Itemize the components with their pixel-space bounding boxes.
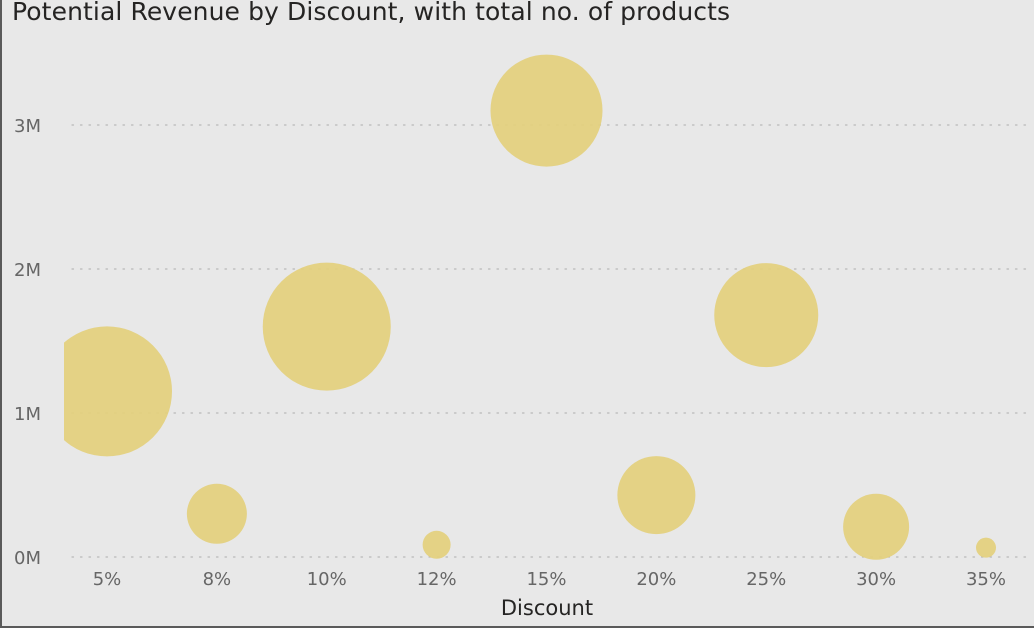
bubble bbox=[490, 54, 603, 167]
y-tick-label: 2M bbox=[14, 260, 41, 281]
y-axis: 0M 1M 2M 3M bbox=[14, 116, 41, 569]
bubbles bbox=[64, 54, 996, 560]
chart-title: Potential Revenue by Discount, with tota… bbox=[12, 0, 731, 26]
y-tick-label: 3M bbox=[14, 116, 41, 137]
x-tick-label: 30% bbox=[856, 569, 896, 590]
x-axis: 5% 8% 10% 12% 15% 20% 25% 30% 35% bbox=[93, 569, 1006, 590]
x-tick-label: 8% bbox=[203, 569, 232, 590]
x-tick-label: 5% bbox=[93, 569, 122, 590]
bubble bbox=[714, 263, 819, 368]
x-tick-label: 15% bbox=[526, 569, 566, 590]
bubble bbox=[976, 537, 996, 558]
x-tick-label: 35% bbox=[966, 569, 1006, 590]
x-tick-label: 25% bbox=[746, 569, 786, 590]
x-tick-label: 10% bbox=[307, 569, 347, 590]
y-tick-label: 0M bbox=[14, 548, 41, 569]
x-tick-label: 12% bbox=[417, 569, 457, 590]
bubble bbox=[186, 483, 247, 544]
bubble bbox=[262, 262, 391, 391]
x-axis-title: Discount bbox=[501, 596, 593, 620]
x-tick-label: 20% bbox=[636, 569, 676, 590]
bubble bbox=[843, 493, 910, 560]
bubble bbox=[64, 326, 172, 457]
bubble bbox=[422, 530, 451, 559]
y-tick-label: 1M bbox=[14, 404, 41, 425]
bubble bbox=[617, 456, 696, 535]
